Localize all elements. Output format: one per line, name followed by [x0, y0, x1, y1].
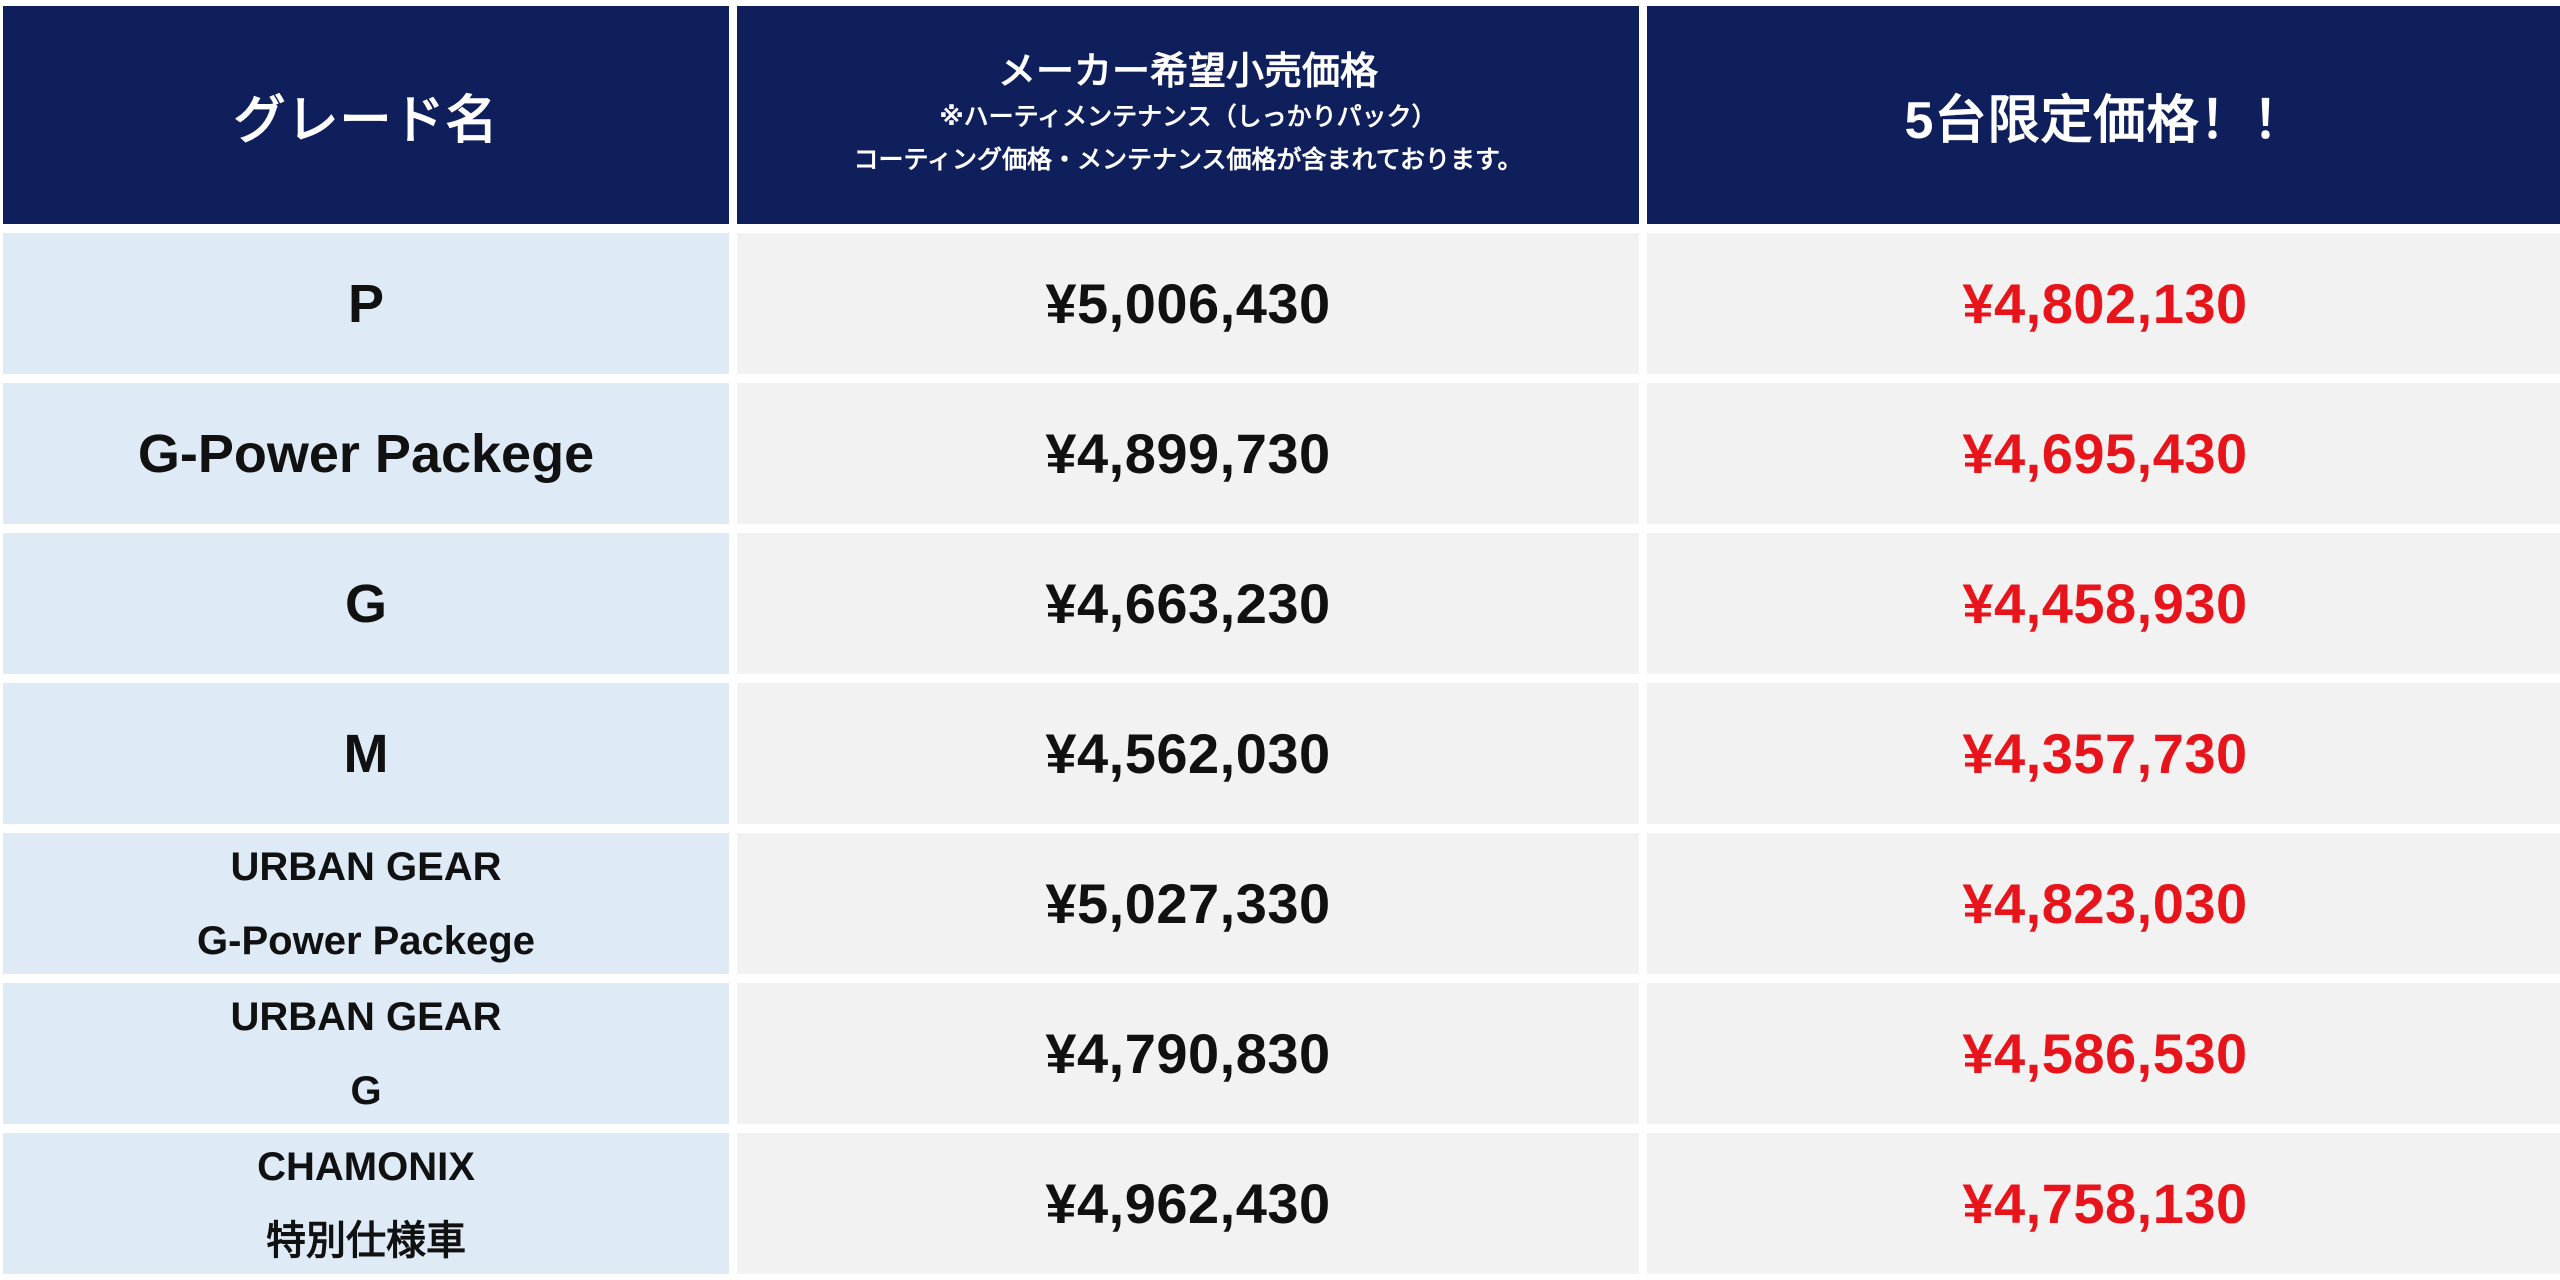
grade-name: URBAN GEAR — [230, 994, 502, 1039]
grade-name: P — [347, 273, 385, 334]
msrp-price: ¥4,562,030 — [737, 683, 1639, 824]
header-limited-price-label: 5台限定価格！！ — [1904, 91, 2306, 150]
msrp-price: ¥4,962,430 — [737, 1133, 1639, 1274]
header-msrp-note: ※ハーティメンテナンス（しっかりパック） — [939, 103, 1437, 132]
grade-name: CHAMONIX — [257, 1144, 475, 1189]
grade-subname: 特別仕様車 — [266, 1218, 466, 1263]
header-msrp-title: メーカー希望小売価格 — [997, 50, 1378, 93]
limited-price: ¥4,586,530 — [1647, 983, 2560, 1124]
grade-cell: URBAN GEAR G — [3, 983, 729, 1124]
limited-price: ¥4,695,430 — [1647, 383, 2560, 524]
limited-price: ¥4,823,030 — [1647, 833, 2560, 974]
grade-name: G-Power Packege — [137, 423, 595, 484]
grade-subname: G-Power Packege — [197, 918, 535, 963]
limited-price: ¥4,802,130 — [1647, 233, 2560, 374]
msrp-price: ¥5,027,330 — [737, 833, 1639, 974]
header-msrp: メーカー希望小売価格 ※ハーティメンテナンス（しっかりパック） コーティング価格… — [737, 6, 1639, 224]
header-grade-name: グレード名 — [3, 6, 729, 224]
limited-price: ¥4,357,730 — [1647, 683, 2560, 824]
grade-name: URBAN GEAR — [230, 844, 502, 889]
msrp-price: ¥4,663,230 — [737, 533, 1639, 674]
header-msrp-note-detail: コーティング価格・メンテナンス価格が含まれております。 — [853, 145, 1523, 174]
grade-name: M — [343, 723, 389, 784]
header-limited-price: 5台限定価格！！ — [1647, 6, 2560, 224]
grade-cell: P — [3, 233, 729, 374]
grade-cell: G-Power Packege — [3, 383, 729, 524]
limited-price: ¥4,758,130 — [1647, 1133, 2560, 1274]
header-grade-label: グレード名 — [233, 91, 499, 150]
limited-price: ¥4,458,930 — [1647, 533, 2560, 674]
grade-cell: CHAMONIX 特別仕様車 — [3, 1133, 729, 1274]
grade-name: G — [344, 573, 387, 634]
grade-cell: G — [3, 533, 729, 674]
grade-cell: URBAN GEAR G-Power Packege — [3, 833, 729, 974]
grade-subname: G — [350, 1068, 382, 1113]
msrp-price: ¥5,006,430 — [737, 233, 1639, 374]
msrp-price: ¥4,790,830 — [737, 983, 1639, 1124]
grade-cell: M — [3, 683, 729, 824]
msrp-price: ¥4,899,730 — [737, 383, 1639, 524]
